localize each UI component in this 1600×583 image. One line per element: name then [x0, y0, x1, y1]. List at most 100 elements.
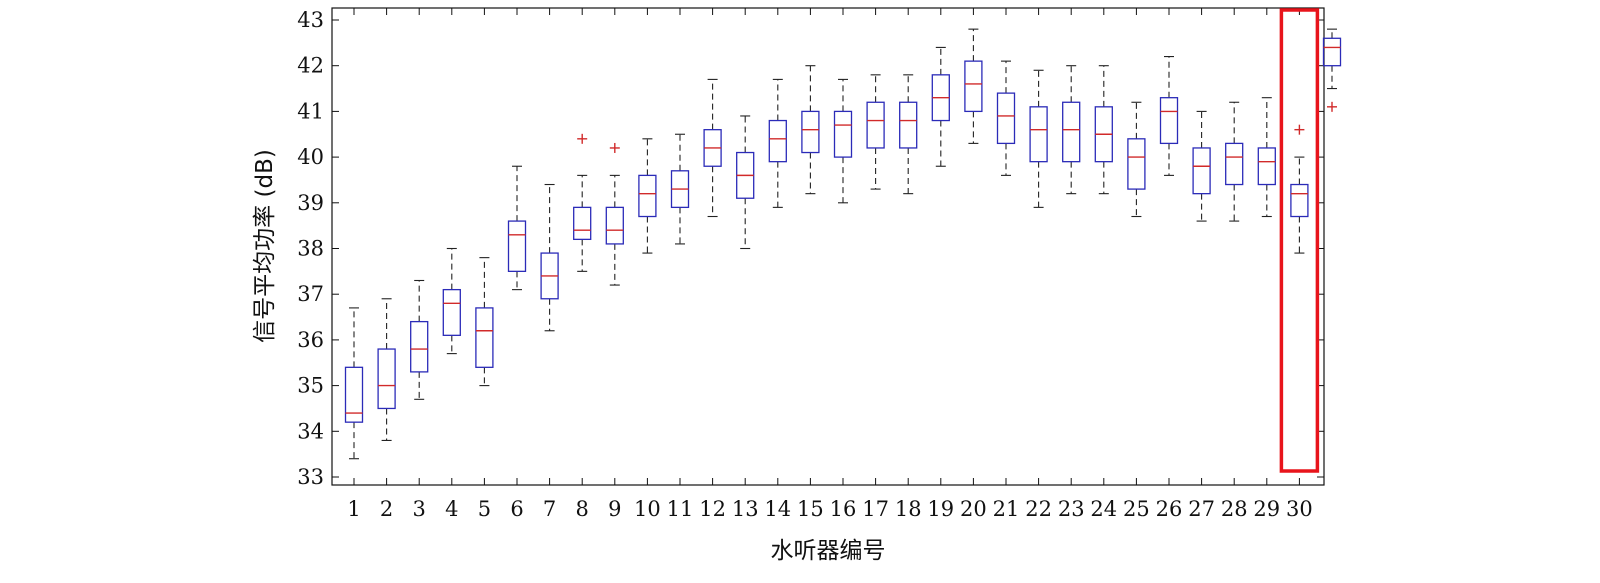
box-hydrophone-22	[1029, 69, 1048, 208]
box-hydrophone-16	[833, 78, 853, 204]
interquartile-box	[801, 110, 820, 154]
box-hydrophone-11	[670, 133, 690, 245]
box-hydrophone-2	[377, 298, 396, 441]
x-tick-label: 30	[1286, 497, 1313, 521]
x-tick-label: 16	[830, 497, 857, 521]
x-tick-label: 17	[862, 497, 889, 521]
x-tick-label: 2	[380, 497, 393, 521]
plot-area-frame	[331, 7, 1325, 486]
x-tick-label: 11	[667, 497, 694, 521]
x-tick-label: 21	[993, 497, 1020, 521]
box-hydrophone-4	[442, 247, 461, 355]
x-tick-label: 25	[1123, 497, 1150, 521]
x-tick-label: 23	[1058, 497, 1085, 521]
x-axis-title: 水听器编号	[771, 538, 886, 564]
box-hydrophone-30	[1290, 124, 1309, 254]
x-tick-label: 13	[732, 497, 759, 521]
x-tick-label: 5	[478, 497, 491, 521]
interquartile-box	[377, 348, 396, 410]
x-tick-label: 1	[347, 497, 360, 521]
x-tick-label: 8	[576, 497, 589, 521]
interquartile-box	[475, 307, 494, 368]
box-hydrophone-28	[1225, 101, 1244, 222]
x-tick-label: 26	[1156, 497, 1183, 521]
y-tick-label: 37	[297, 282, 324, 306]
interquartile-box	[1322, 37, 1342, 67]
box-hydrophone-20	[964, 28, 983, 144]
interquartile-box	[442, 288, 461, 336]
box-hydrophone-21	[996, 60, 1016, 176]
x-tick-label: 14	[764, 497, 791, 521]
box-hydrophone-15	[801, 65, 820, 195]
x-tick-label: 6	[510, 497, 523, 521]
interquartile-box	[1290, 183, 1309, 218]
x-tick-label: 27	[1188, 497, 1215, 521]
x-tick-label: 15	[797, 497, 824, 521]
y-tick-label: 43	[297, 8, 324, 32]
interquartile-box	[605, 206, 624, 245]
x-tick-label: 10	[634, 497, 661, 521]
interquartile-box	[1257, 147, 1276, 186]
x-tick-label: 9	[608, 497, 621, 521]
interquartile-box	[1062, 101, 1081, 163]
x-tick-label: 28	[1221, 497, 1248, 521]
x-tick-label: 12	[699, 497, 726, 521]
interquartile-box	[964, 60, 983, 113]
y-axis-title: 信号平均功率 (dB)	[252, 149, 278, 343]
x-tick-label: 18	[895, 497, 922, 521]
box-hydrophone-5	[475, 257, 494, 387]
box-hydrophone-18	[899, 74, 918, 195]
box-hydrophone-29	[1257, 97, 1276, 218]
y-tick-label: 39	[297, 191, 324, 215]
interquartile-box	[410, 320, 429, 373]
x-tick-label: 22	[1025, 497, 1052, 521]
box-hydrophone-27	[1192, 110, 1211, 222]
y-tick-label: 36	[297, 328, 324, 352]
interquartile-box	[507, 220, 527, 273]
x-tick-label: 4	[445, 497, 458, 521]
highlight-box-hydrophone-30	[1279, 8, 1320, 473]
interquartile-box	[344, 366, 364, 423]
interquartile-box	[1029, 106, 1048, 163]
box-hydrophone-23	[1062, 65, 1081, 195]
y-tick-label: 34	[297, 419, 324, 443]
box-hydrophone-24	[1094, 65, 1113, 195]
interquartile-box	[1192, 147, 1211, 195]
interquartile-box	[573, 206, 592, 241]
y-tick-label: 35	[297, 374, 324, 398]
box-hydrophone-undefined	[1322, 28, 1342, 112]
box-hydrophone-25	[1127, 101, 1146, 218]
box-hydrophone-9	[605, 142, 624, 286]
box-series	[344, 28, 1342, 460]
box-hydrophone-6	[507, 165, 527, 291]
y-tick-label: 40	[297, 145, 324, 169]
interquartile-box	[1159, 97, 1179, 145]
x-tick-label: 3	[413, 497, 426, 521]
interquartile-box	[638, 174, 657, 218]
box-hydrophone-1	[344, 307, 364, 460]
x-tick-label: 19	[927, 497, 954, 521]
box-hydrophone-19	[931, 46, 950, 167]
box-hydrophone-17	[866, 74, 885, 190]
y-tick-label: 38	[297, 237, 324, 261]
box-hydrophone-26	[1159, 56, 1179, 176]
interquartile-box	[866, 101, 885, 149]
x-tick-label: 7	[543, 497, 556, 521]
interquartile-box	[899, 101, 918, 149]
interquartile-box	[1225, 142, 1244, 186]
y-tick-label: 41	[297, 99, 324, 123]
box-hydrophone-7	[540, 183, 559, 332]
x-tick-label: 29	[1253, 497, 1280, 521]
x-tick-label: 20	[960, 497, 987, 521]
interquartile-box	[996, 92, 1016, 145]
box-hydrophone-13	[736, 115, 755, 250]
interquartile-box	[1127, 138, 1146, 190]
x-axis: 1 2 3 4 5 6 7 8 9 10 11 12 13 14 15 16 17 18 19 20 21 22 23 24 2…	[347, 8, 1313, 521]
box-hydrophone-3	[410, 279, 429, 400]
box-hydrophone-8	[573, 133, 592, 272]
y-tick-label: 42	[297, 54, 324, 78]
y-axis: 33 34 35 36 37 38 39 40 41 42 43	[297, 8, 1324, 489]
box-hydrophone-10	[638, 138, 657, 254]
y-tick-label: 33	[297, 465, 324, 489]
x-tick-label: 24	[1090, 497, 1117, 521]
